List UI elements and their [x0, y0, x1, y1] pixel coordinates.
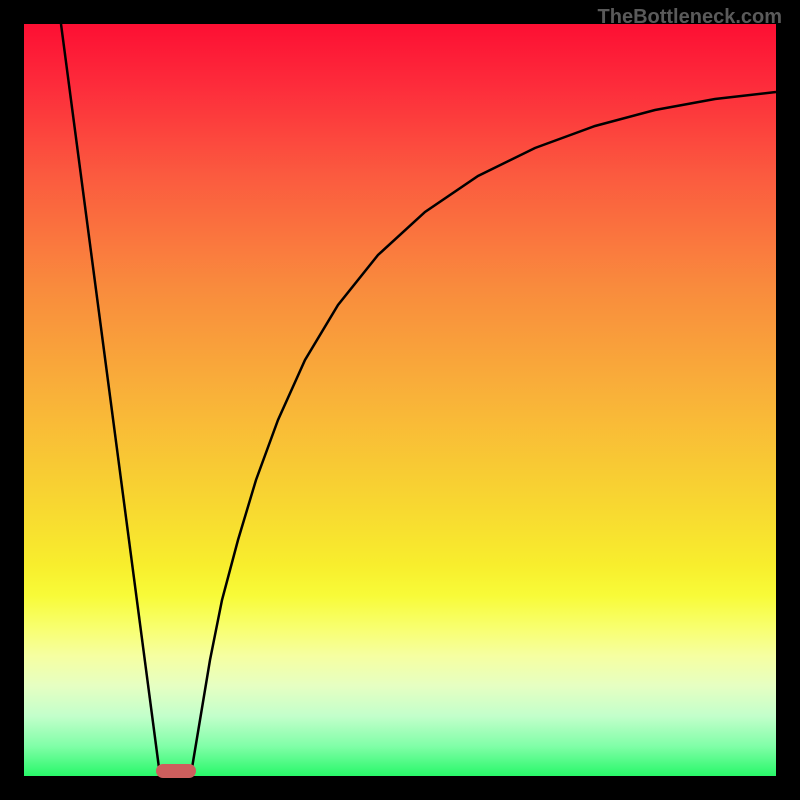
chart-container: TheBottleneck.com	[0, 0, 800, 800]
valley-marker	[156, 764, 196, 778]
bottleneck-chart	[0, 0, 800, 800]
plot-gradient-background	[24, 24, 776, 776]
watermark-text: TheBottleneck.com	[598, 6, 782, 29]
